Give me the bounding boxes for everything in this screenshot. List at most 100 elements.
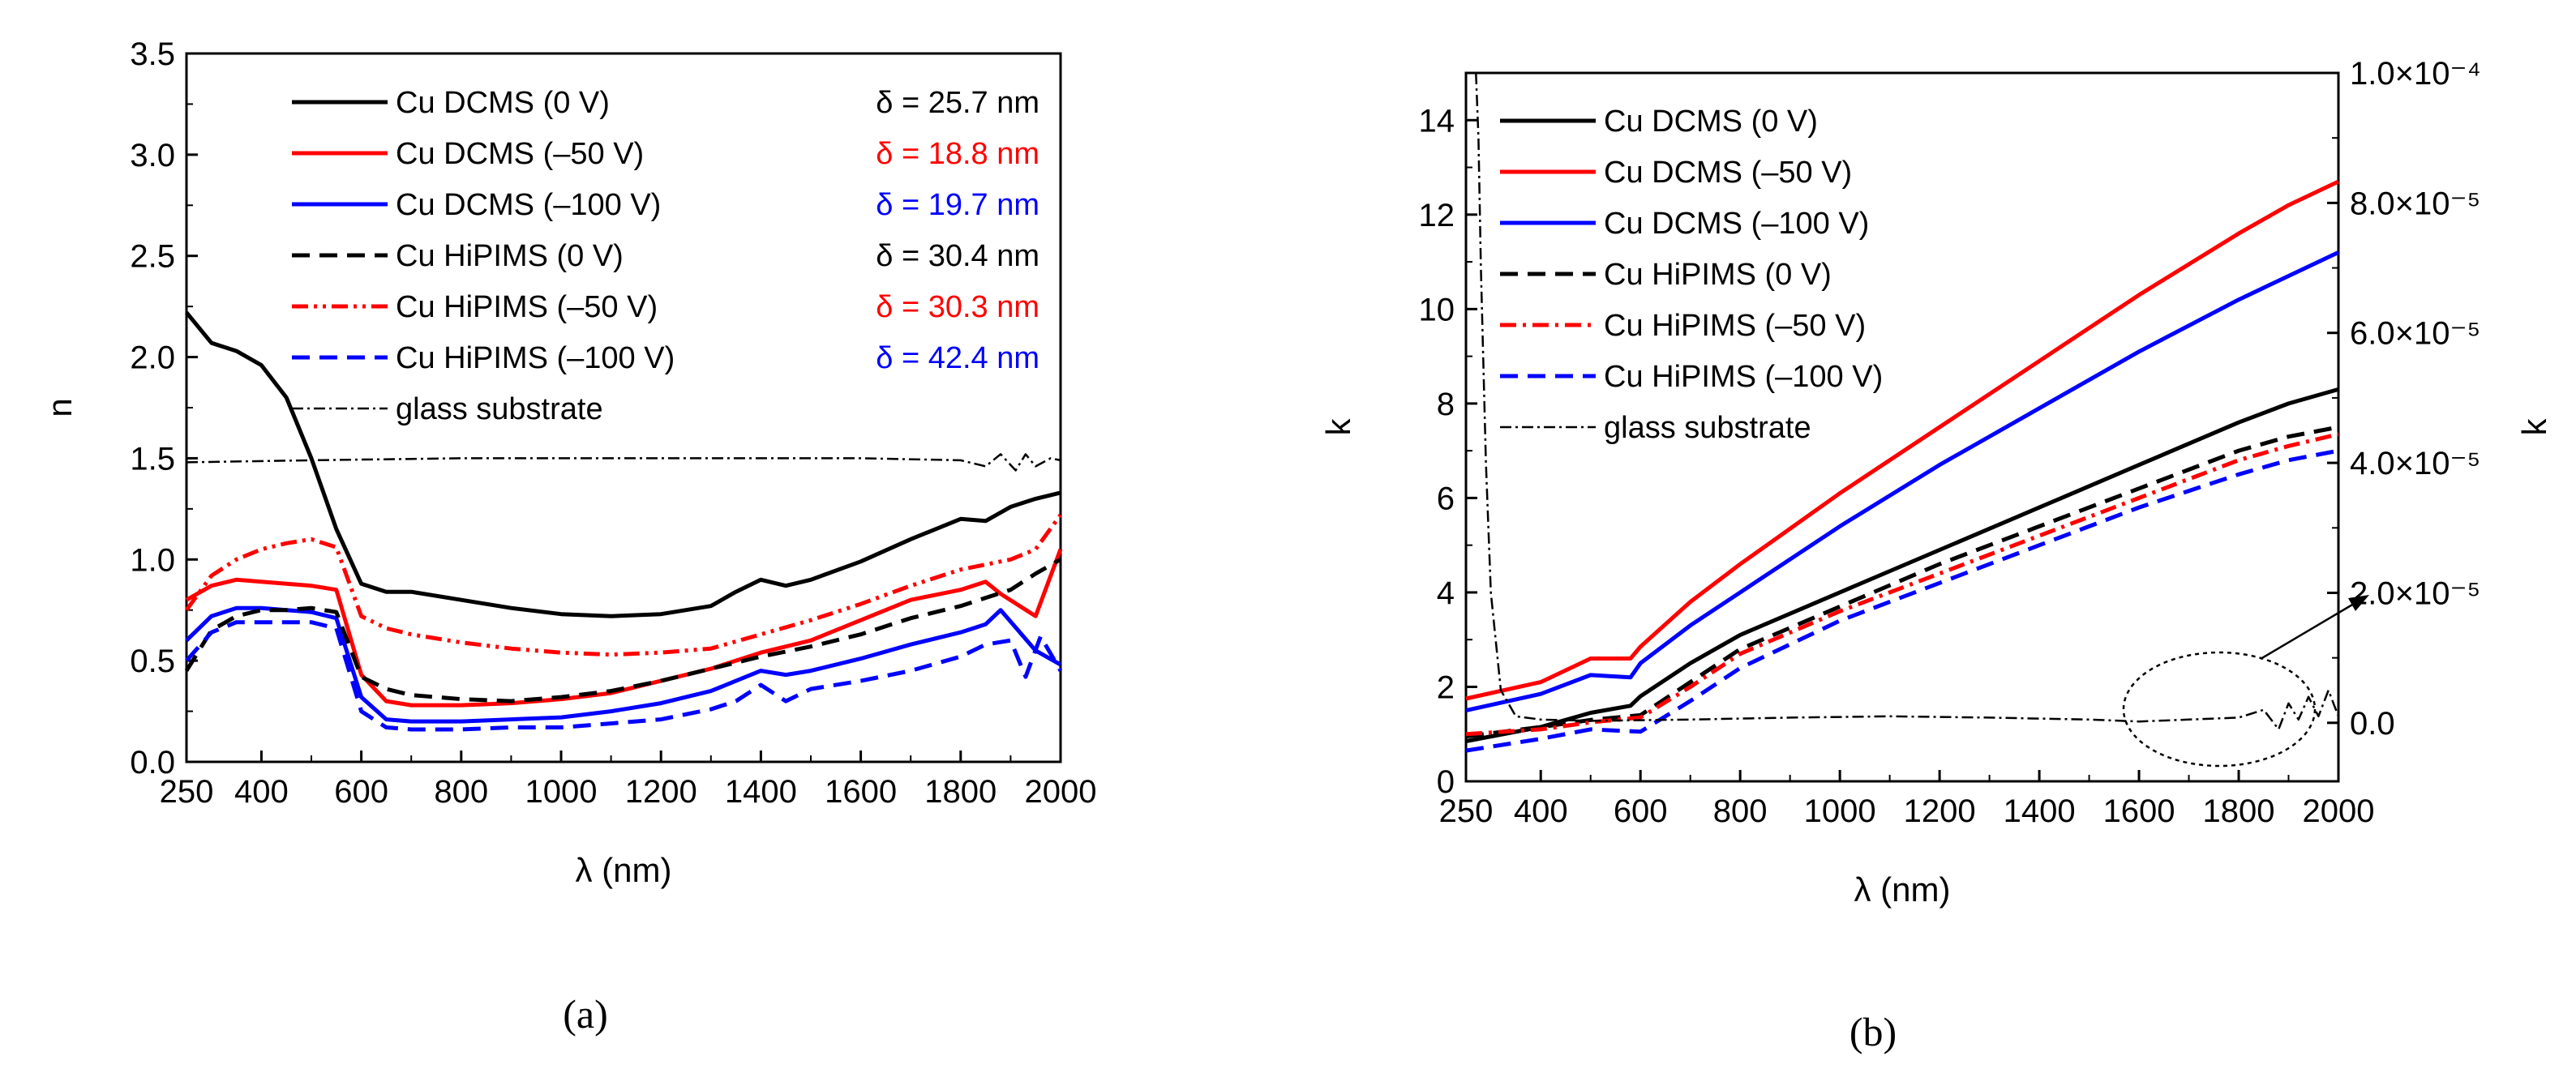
- y2-tick-label: 0.0: [2350, 706, 2395, 742]
- y-tick-label: 14: [1419, 103, 1455, 139]
- panel-a-legend: Cu DCMS (0 V) Cu DCMS (–50 V) Cu DCMS (–10…: [292, 86, 675, 426]
- x-tick-label: 1400: [725, 774, 797, 810]
- x-tick-label: 2000: [1025, 774, 1097, 810]
- series-line: [1465, 425, 2339, 739]
- y-tick-label: 6: [1437, 481, 1455, 516]
- panel-a: 250 400 600 800 1000 1200 1400 1600 1800 2000 0.0…: [41, 36, 1096, 1037]
- panel-b-x-ticks: 250 400 600 800 1000 1200 1400 1600 1800 2000: [1439, 770, 2375, 829]
- series-line: [185, 605, 1062, 724]
- legend-entry: Cu HiPIMS (–50 V): [396, 290, 658, 324]
- x-tick-label: 2000: [2303, 793, 2375, 829]
- x-tick-label: 1800: [924, 774, 997, 810]
- y-tick-label: 0.0: [130, 745, 175, 780]
- legend-entry: Cu DCMS (–100 V): [396, 188, 661, 222]
- x-tick-label: 1000: [1804, 793, 1876, 829]
- y-tick-label: 2.0: [130, 340, 175, 376]
- legend-entry: glass substrate: [1604, 411, 1811, 445]
- legend-entry: Cu DCMS (–50 V): [1604, 156, 1852, 190]
- panel-b-series: [1465, 72, 2340, 753]
- panel-b-y-label: k: [1319, 418, 1357, 436]
- y-tick-label: 3.5: [130, 36, 175, 72]
- x-tick-label: 400: [234, 774, 289, 810]
- panel-b-label: (b): [1849, 1009, 1897, 1054]
- x-tick-label: 600: [334, 774, 388, 810]
- y2-tick-label: 6.0×10⁻⁵: [2350, 316, 2480, 352]
- panel-b-y-ticks: 0 2 4 6 8 10 12 14: [1419, 103, 1477, 800]
- y-tick-label: 1.0: [130, 542, 175, 578]
- series-line: [1465, 448, 2339, 753]
- x-tick-label: 1200: [1904, 793, 1976, 829]
- panel-b-y2-ticks: 0.0 2.0×10⁻⁵ 4.0×10⁻⁵ 6.0×10⁻⁵ 8.0×10⁻⁵ 1.0×1…: [2327, 56, 2481, 742]
- y-tick-label: 4: [1437, 575, 1455, 611]
- y-tick-label: 0.5: [130, 644, 175, 679]
- x-tick-label: 1000: [525, 774, 598, 810]
- legend-entry: Cu DCMS (0 V): [396, 86, 610, 120]
- panel-a-y-label: n: [41, 398, 79, 417]
- panel-b-x-label: λ (nm): [1854, 870, 1951, 909]
- legend-entry: Cu DCMS (0 V): [1604, 105, 1818, 139]
- y2-tick-label: 4.0×10⁻⁵: [2350, 446, 2480, 481]
- x-tick-label: 600: [1614, 793, 1668, 829]
- panel-a-label: (a): [563, 991, 608, 1037]
- legend-entry: Cu HiPIMS (0 V): [1604, 258, 1832, 292]
- x-tick-label: 250: [1439, 793, 1494, 829]
- series-line: [184, 558, 1062, 704]
- legend-entry: Cu HiPIMS (–100 V): [1604, 360, 1883, 394]
- panel-b-frame: [1464, 71, 2340, 783]
- panel-a-gridless-plot: 250 400 600 800 1000 1200 1400 1600 1800 2000 0.0…: [130, 36, 1096, 810]
- panel-b: 250 400 600 800 1000 1200 1400 1600 1800 2000 0 2 4…: [1319, 56, 2553, 1054]
- series-line: [186, 453, 1061, 472]
- series-line: [185, 548, 1063, 708]
- series-line: [1465, 250, 2340, 713]
- series-line: [1475, 72, 2340, 731]
- x-tick-label: 800: [1713, 793, 1768, 829]
- panel-a-x-label: λ (nm): [576, 851, 672, 889]
- x-tick-label: 1400: [2004, 793, 2076, 829]
- x-tick-label: 1600: [2103, 793, 2175, 829]
- legend-entry: Cu DCMS (–50 V): [396, 137, 644, 171]
- y-tick-label: 12: [1419, 198, 1455, 233]
- delta-annotation: δ = 30.4 nm: [876, 239, 1039, 273]
- y2-tick-label: 2.0×10⁻⁵: [2350, 575, 2480, 611]
- legend-entry: Cu HiPIMS (–100 V): [396, 341, 675, 375]
- inset-arrow-head: [2348, 595, 2369, 611]
- panel-b-y2-label: k: [2515, 418, 2553, 436]
- x-tick-label: 1200: [625, 774, 697, 810]
- delta-annotation: δ = 30.3 nm: [876, 290, 1039, 324]
- x-tick-label: 1800: [2203, 793, 2275, 829]
- y-tick-label: 3.0: [130, 138, 175, 173]
- delta-annotation: δ = 25.7 nm: [876, 86, 1039, 120]
- delta-annotation: δ = 18.8 nm: [876, 137, 1039, 171]
- inset-arrow-shaft: [2260, 600, 2359, 661]
- series-line: [1465, 432, 2339, 737]
- x-tick-label: 250: [160, 774, 214, 810]
- panel-b-inset-annotation: [2122, 595, 2369, 768]
- legend-entry: Cu HiPIMS (0 V): [396, 239, 624, 273]
- series-line: [1465, 179, 2340, 701]
- panel-a-series: [184, 311, 1063, 732]
- y2-tick-label: 8.0×10⁻⁵: [2350, 186, 2480, 221]
- delta-annotation: δ = 42.4 nm: [876, 341, 1039, 375]
- panel-a-x-ticks: 250 400 600 800 1000 1200 1400 1600 1800 2000: [160, 751, 1097, 810]
- y-tick-label: 8: [1437, 387, 1455, 422]
- panel-b-legend: Cu DCMS (0 V) Cu DCMS (–50 V) Cu DCMS (–10…: [1500, 105, 1883, 445]
- y-tick-label: 10: [1419, 292, 1455, 327]
- y2-tick-label: 1.0×10⁻⁴: [2350, 56, 2481, 92]
- series-line: [184, 513, 1063, 657]
- y-tick-label: 2.5: [130, 239, 175, 275]
- series-line: [185, 620, 1063, 732]
- x-tick-label: 800: [434, 774, 488, 810]
- x-tick-label: 1600: [825, 774, 897, 810]
- panel-a-y-ticks: 0.0 0.5 1.0 1.5 2.0 2.5 3.0 3.5: [130, 36, 198, 780]
- legend-entry: glass substrate: [396, 392, 603, 426]
- y-tick-label: 0: [1437, 764, 1455, 800]
- series-line: [185, 311, 1061, 618]
- y-tick-label: 2: [1437, 669, 1455, 705]
- panel-a-annotations: δ = 25.7 nm δ = 18.8 nm δ = 19.7 nm δ = 30.…: [876, 86, 1039, 375]
- x-tick-label: 400: [1514, 793, 1568, 829]
- delta-annotation: δ = 19.7 nm: [876, 188, 1039, 222]
- legend-entry: Cu HiPIMS (–50 V): [1604, 309, 1866, 343]
- inset-ellipse: [2122, 651, 2317, 768]
- legend-entry: Cu DCMS (–100 V): [1604, 207, 1869, 241]
- y-tick-label: 1.5: [130, 441, 175, 477]
